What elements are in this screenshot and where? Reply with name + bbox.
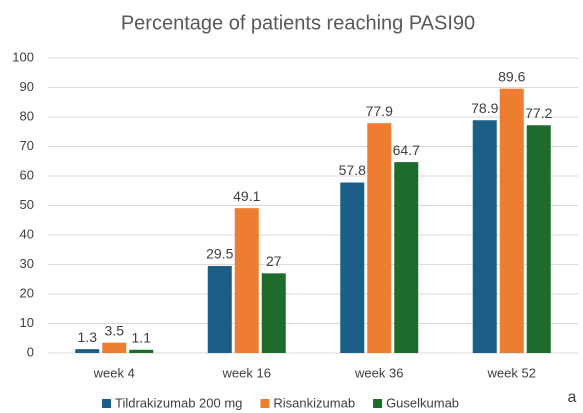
data-label: 27: [266, 253, 282, 269]
legend-label: Risankizumab: [273, 395, 355, 410]
y-tick-label: 70: [20, 138, 34, 153]
y-tick-label: 40: [20, 226, 34, 241]
chart-title: Percentage of patients reaching PASI90: [121, 12, 475, 34]
y-tick-label: 80: [20, 108, 34, 123]
data-label: 3.5: [105, 322, 125, 338]
y-tick-label: 10: [20, 315, 34, 330]
y-tick-label: 100: [12, 49, 34, 64]
y-tick-label: 20: [20, 285, 34, 300]
annotation: a: [568, 389, 577, 406]
y-tick-label: 50: [20, 197, 34, 212]
y-tick-label: 60: [20, 167, 34, 182]
bar: [207, 265, 232, 353]
legend-label: Tildrakizumab 200 mg: [115, 395, 242, 410]
bar: [340, 182, 365, 353]
data-label: 29.5: [206, 246, 233, 262]
bar: [261, 273, 286, 353]
legend-label: Guselkumab: [386, 395, 459, 410]
y-tick-label: 90: [20, 79, 34, 94]
x-tick-label: week 36: [354, 365, 403, 380]
data-label: 89.6: [498, 68, 525, 84]
data-label: 78.9: [471, 100, 498, 116]
legend-swatch: [102, 399, 111, 408]
bar: [526, 125, 551, 353]
x-tick-label: week 16: [222, 365, 271, 380]
legend-swatch: [373, 399, 383, 408]
data-label: 49.1: [233, 188, 260, 204]
y-tick-label: 30: [20, 256, 34, 271]
x-tick-label: week 52: [487, 365, 536, 380]
data-label: 77.9: [366, 103, 393, 119]
bar: [234, 208, 259, 353]
bar: [129, 349, 154, 353]
bar: [499, 88, 524, 354]
data-label: 1.3: [78, 329, 98, 345]
data-label: 57.8: [339, 162, 366, 178]
data-label: 77.2: [525, 105, 552, 121]
bar: [367, 123, 392, 353]
bar: [102, 342, 127, 353]
data-label: 64.7: [393, 142, 420, 158]
data-label: 1.1: [132, 329, 152, 345]
legend-swatch: [260, 399, 270, 408]
x-tick-label: week 4: [93, 365, 135, 380]
bar: [75, 349, 100, 353]
y-tick-label: 0: [27, 344, 34, 359]
bar: [472, 120, 497, 354]
bar: [394, 162, 419, 353]
